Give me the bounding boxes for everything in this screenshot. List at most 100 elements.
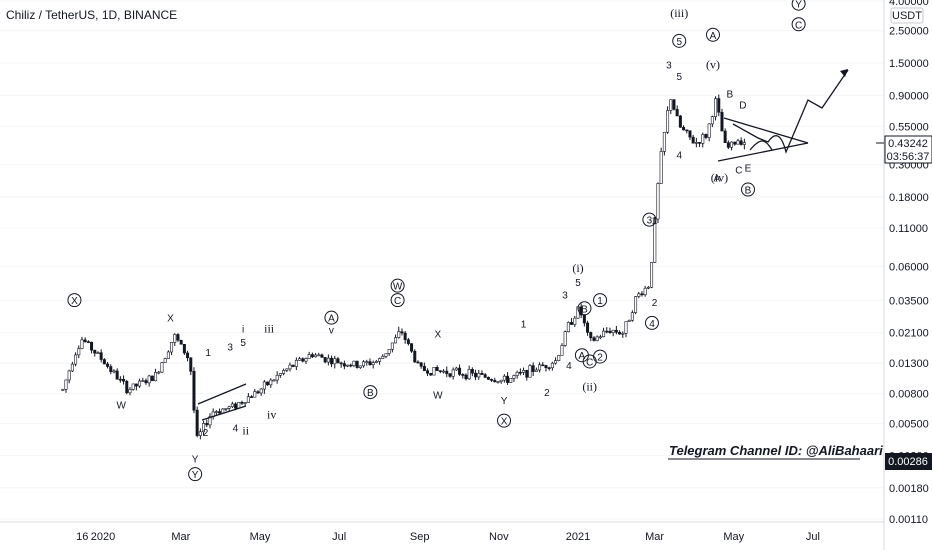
candle-body <box>381 356 385 359</box>
wave-label: 5 <box>240 338 246 349</box>
candle-body <box>282 370 286 374</box>
candle-body <box>483 374 487 378</box>
candle-body <box>726 142 730 148</box>
currency-badge[interactable] <box>890 7 924 24</box>
candle-body <box>176 334 180 341</box>
candle-body <box>266 381 270 386</box>
candle-body <box>278 373 282 376</box>
candle-body <box>685 129 689 132</box>
candle-body <box>250 396 254 398</box>
wave-label: Y <box>192 454 199 465</box>
candle-body <box>736 140 740 145</box>
wave-label: W <box>393 282 403 293</box>
wave-label: X <box>71 296 78 307</box>
wave-label: A <box>579 351 586 362</box>
candle-body <box>733 141 737 145</box>
candle-body <box>538 364 542 371</box>
wave-label-circle <box>791 17 806 32</box>
price-tick-label: 0.02100 <box>889 328 929 340</box>
wave-label: D <box>739 100 746 111</box>
candle-body <box>86 341 90 343</box>
price-tick-label: 0.90000 <box>889 90 929 102</box>
price-tick-label: 0.00180 <box>889 483 929 495</box>
candle-body <box>598 336 602 339</box>
wave-label-circle <box>672 33 687 48</box>
candle-body <box>656 183 660 220</box>
wave-label-circle <box>363 385 378 400</box>
wave-label: ii <box>242 423 249 437</box>
candle-body <box>294 360 298 367</box>
candle-body <box>666 110 670 133</box>
candle-body <box>170 342 174 353</box>
candle-body <box>160 362 164 373</box>
wave-label-circle <box>791 0 806 11</box>
wave-label: (iii) <box>670 6 688 20</box>
candle-body <box>64 379 68 390</box>
candle-body <box>394 337 398 344</box>
candle-body <box>362 361 366 367</box>
triangle-lower-line <box>717 142 809 162</box>
wave-label: 3 <box>666 60 672 71</box>
wave-label-circle <box>593 293 608 308</box>
candle-body <box>499 379 503 382</box>
candle-body <box>474 372 478 378</box>
candle-body <box>435 367 439 371</box>
candle-body <box>352 360 356 366</box>
wave-label: (v) <box>706 57 720 71</box>
candle-body <box>445 370 449 375</box>
candle-body <box>112 370 116 373</box>
candle-body <box>330 357 334 365</box>
candle-body <box>310 354 314 358</box>
wave-label-circle <box>67 293 82 308</box>
wave-label: 3 <box>647 216 653 227</box>
candle-body <box>118 378 122 381</box>
candle-body <box>288 364 292 370</box>
candle-body <box>557 355 561 361</box>
candle-body <box>262 381 266 390</box>
candle-body <box>688 130 692 138</box>
candle-body <box>77 348 81 356</box>
candle-body <box>358 365 362 368</box>
candle-body <box>534 369 538 372</box>
wave-label: Y <box>501 396 508 407</box>
candle-body <box>342 363 346 367</box>
candle-body <box>256 391 260 394</box>
wave-curve <box>749 140 773 151</box>
wave-label: 5 <box>676 37 682 48</box>
candle-body <box>422 365 426 371</box>
candle-body <box>451 369 455 377</box>
time-tick-label: May <box>723 531 744 543</box>
candle-body <box>579 306 583 316</box>
wave-label: v <box>329 325 334 336</box>
price-axis[interactable]: 4.000002.500001.500000.900000.550000.300… <box>883 0 929 550</box>
wave-label: iii <box>264 322 275 336</box>
candle-body <box>438 370 442 372</box>
candle-body <box>426 370 430 374</box>
time-tick-label: Jul <box>332 531 346 543</box>
price-tick-label: 0.11000 <box>889 223 928 235</box>
candle-body <box>742 142 746 145</box>
candle-body <box>163 358 167 363</box>
wave-label-circle <box>390 293 405 308</box>
wave-label: 3 <box>562 291 568 302</box>
candle-body <box>410 343 414 352</box>
candles <box>61 94 746 440</box>
candle-body <box>186 352 190 359</box>
candle-body <box>634 296 638 313</box>
wave-label: (ii) <box>582 380 597 394</box>
wave-label: A <box>714 173 721 184</box>
candle-body <box>285 368 289 371</box>
time-axis[interactable]: 16 2020 Mar May Jul Sep Nov 2021 Mar May Jul <box>0 521 884 543</box>
candle-body <box>419 362 423 367</box>
candle-body <box>67 370 71 381</box>
candle-body <box>509 378 513 383</box>
candle-body <box>234 403 238 409</box>
candle-body <box>669 99 673 111</box>
candle-body <box>723 130 727 143</box>
candle-body <box>61 389 65 391</box>
candle-body <box>387 349 391 354</box>
candle-body <box>659 151 663 184</box>
currency-label: USDT <box>892 10 922 22</box>
